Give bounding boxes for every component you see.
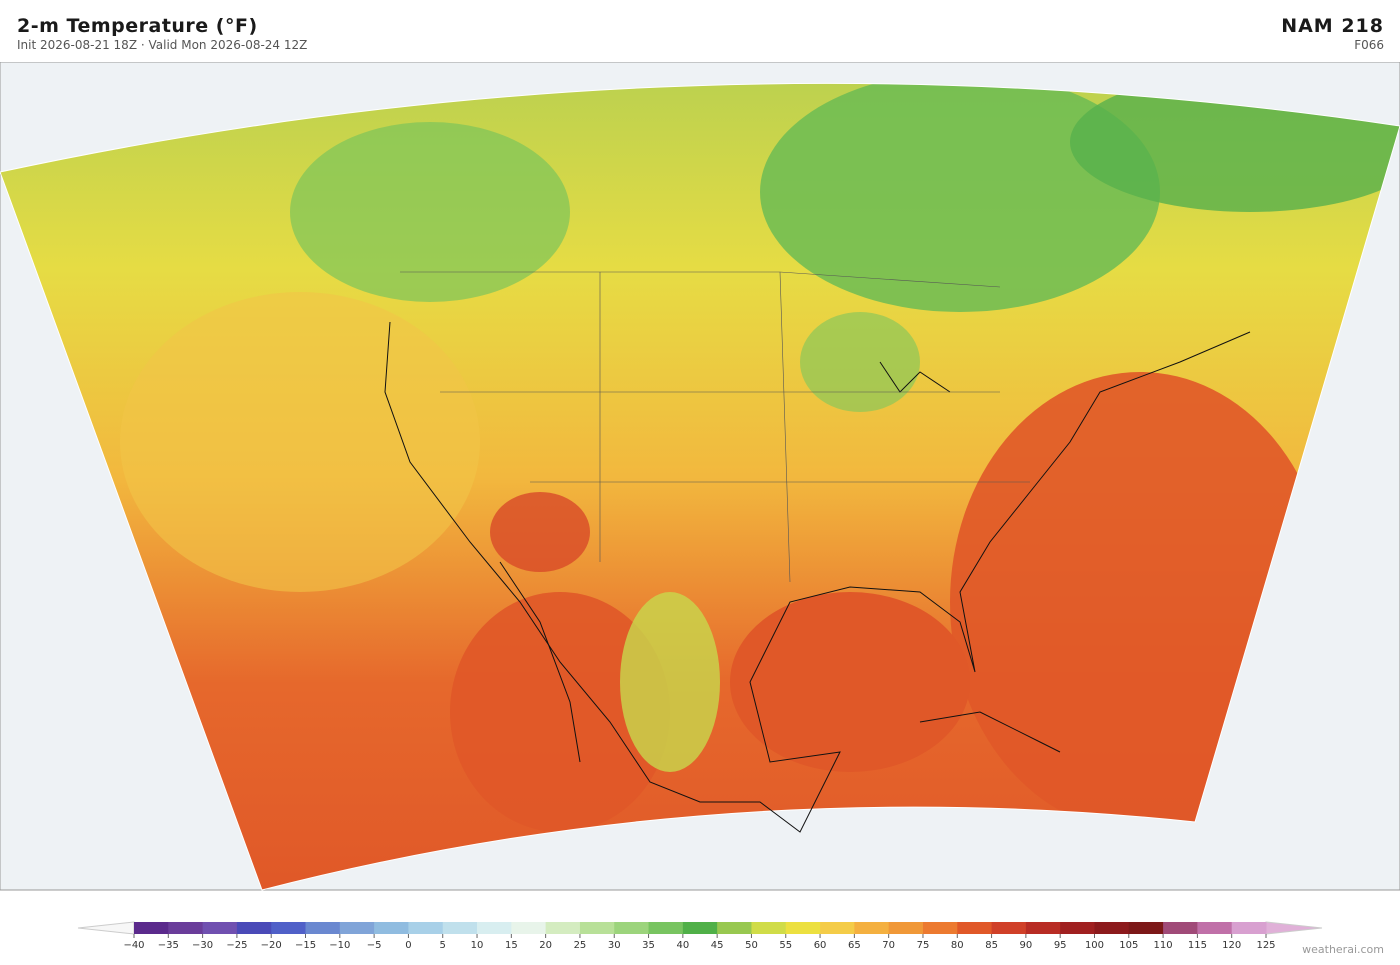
colorbar-extend-high: [1265, 921, 1323, 935]
colorbar-label: 115: [1188, 940, 1207, 950]
colorbar-label: 60: [814, 940, 827, 950]
colorbar-bin: [545, 922, 581, 934]
colorbar-bin: [751, 922, 787, 934]
colorbar-label: 50: [745, 940, 758, 950]
colorbar-label: 100: [1085, 940, 1104, 950]
colorbar-bin: [1197, 922, 1233, 934]
forecast-hour: F066: [1354, 38, 1384, 52]
coastlines: [384, 321, 1251, 833]
colorbar-bin: [511, 922, 547, 934]
colorbar-bin: [854, 922, 890, 934]
colorbar-label: −5: [367, 940, 382, 950]
colorbar-label: 10: [471, 940, 484, 950]
colorbar-label: 90: [1020, 940, 1033, 950]
colorbar-label: −20: [261, 940, 282, 950]
colorbar-bin: [1060, 922, 1095, 934]
colorbar-label: 110: [1154, 940, 1173, 950]
colorbar-bin: [1163, 922, 1198, 934]
map-subtitle: Init 2026-08-21 18Z · Valid Mon 2026-08-…: [17, 38, 308, 52]
colorbar-bin: [202, 922, 238, 934]
colorbar-label: 35: [642, 940, 655, 950]
colorbar-label: 80: [951, 940, 964, 950]
colorbar-label: 125: [1256, 940, 1275, 950]
colorbar-bin: [442, 922, 478, 934]
credit: weatherai.com: [1302, 943, 1384, 956]
colorbar-label: 75: [917, 940, 930, 950]
colorbar-extend-low: [77, 921, 135, 935]
colorbar-bin: [236, 922, 272, 934]
colorbar-bin: [682, 922, 718, 934]
colorbar-label: 15: [505, 940, 518, 950]
colorbar-label: −15: [295, 940, 316, 950]
colorbar-bin: [579, 922, 615, 934]
colorbar-label: 45: [711, 940, 724, 950]
colorbar-label: 30: [608, 940, 621, 950]
map: [0, 62, 1400, 891]
colorbar-label: 25: [574, 940, 587, 950]
colorbar-label: −35: [158, 940, 179, 950]
colorbar-label: 55: [779, 940, 792, 950]
colorbar-bin: [785, 922, 821, 934]
colorbar-bin: [1128, 922, 1164, 934]
state-borders: [400, 271, 1030, 583]
colorbar-bin: [922, 922, 958, 934]
colorbar-bin: [1025, 922, 1061, 934]
colorbar-bin: [477, 922, 512, 934]
colorbar-bin: [614, 922, 650, 934]
colorbar-bin: [648, 922, 684, 934]
colorbar: −40 −35 −30 −25 −20 −15 −10 −5 0 5 10 15 20 25 30 35 40 4…: [77, 921, 1323, 950]
colorbar-label: 120: [1222, 940, 1241, 950]
colorbar-label: 20: [539, 940, 552, 950]
temperature-field: [0, 83, 1400, 891]
colorbar-bin: [1094, 922, 1130, 934]
colorbar-bin: [408, 922, 444, 934]
colorbar-bin: [374, 922, 409, 934]
colorbar-label: −10: [329, 940, 350, 950]
colorbar-label: 5: [440, 940, 446, 950]
colorbar-label: −40: [123, 940, 144, 950]
colorbar-bin: [271, 922, 307, 934]
colorbar-label: 95: [1054, 940, 1067, 950]
colorbar-bin: [1231, 922, 1267, 934]
colorbar-label: 40: [676, 940, 689, 950]
colorbar-bin: [957, 922, 993, 934]
colorbar-bin: [339, 922, 375, 934]
colorbar-label: 65: [848, 940, 861, 950]
colorbar-label: 105: [1119, 940, 1138, 950]
colorbar-label: 70: [882, 940, 895, 950]
domain-edge: [0, 82, 1400, 891]
colorbar-label: 85: [985, 940, 998, 950]
colorbar-label: −30: [192, 940, 213, 950]
model-name: NAM 218: [1281, 15, 1384, 37]
map-title: 2-m Temperature (°F): [17, 15, 258, 37]
colorbar-bin: [717, 922, 752, 934]
colorbar-label: 0: [405, 940, 411, 950]
colorbar-bin: [820, 922, 855, 934]
colorbar-bin: [305, 922, 341, 934]
colorbar-bin: [134, 922, 169, 934]
colorbar-bin: [888, 922, 924, 934]
colorbar-label: −25: [226, 940, 247, 950]
colorbar-bin: [991, 922, 1027, 934]
colorbar-bin: [168, 922, 204, 934]
